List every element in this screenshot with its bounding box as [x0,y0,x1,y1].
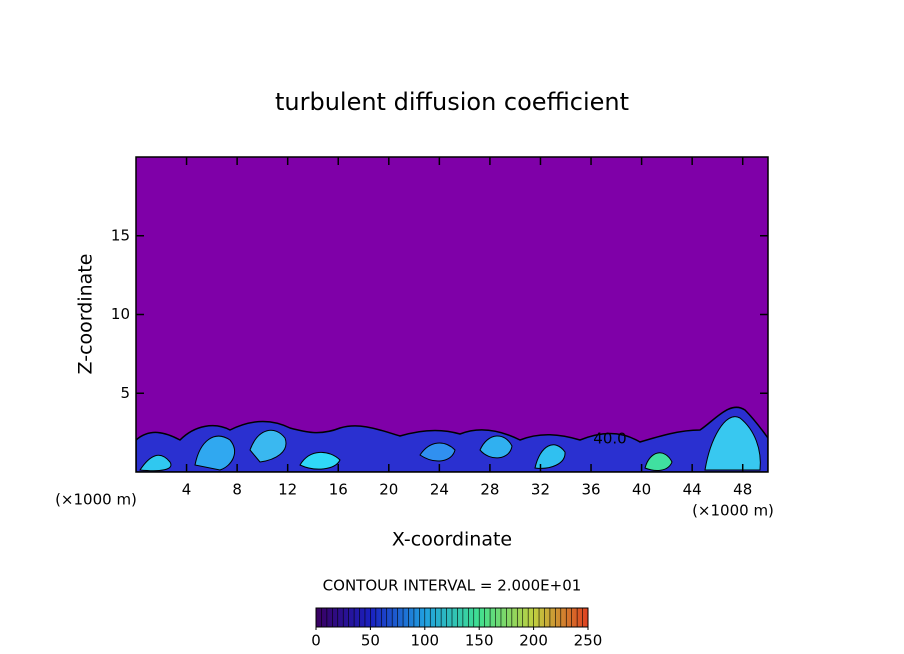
x-tick-label: 40 [632,481,651,499]
field-region [419,442,456,462]
x-tick-label: 8 [232,481,242,499]
field-background [136,157,768,472]
chart-title: turbulent diffusion coefficient [275,88,629,116]
field-region [139,454,172,472]
y-axis-label: Z-coordinate [75,254,97,375]
x-axis-label: X-coordinate [392,529,512,551]
field-region [479,435,513,459]
colorbar-tick-label: 50 [361,632,380,650]
contour-interval: CONTOUR INTERVAL = 2.000E+01 [323,577,582,595]
x-tick-label: 36 [581,481,600,499]
x-tick-label: 4 [182,481,192,499]
contour-label: 40.0 [593,430,626,448]
y-tick-label: 15 [111,226,130,244]
x-tick-label: 44 [683,481,702,499]
colorbar-tick-label: 250 [574,632,603,650]
field-region [136,406,768,472]
y-tick-label: 10 [111,305,130,323]
x-tick-label: 28 [480,481,499,499]
field-region [249,429,287,463]
colorbar-tick-label: 150 [465,632,494,650]
x-tick-label: 48 [733,481,752,499]
field-region [704,416,761,471]
x-tick-label: 24 [430,481,449,499]
field-region [299,451,341,470]
x-tick-label: 20 [379,481,398,499]
x-unit-label: (×1000 m) [55,491,137,509]
colorbar-tick-label: 0 [311,632,321,650]
field-region [534,444,566,469]
y-tick-label: 5 [120,384,130,402]
field-region [194,435,235,471]
field-region [644,452,673,471]
x-unit-label: (×1000 m) [692,502,774,520]
x-tick-label: 12 [278,481,297,499]
colorbar-tick-label: 200 [519,632,548,650]
x-tick-label: 16 [329,481,348,499]
colorbar-tick-label: 100 [410,632,439,650]
turbulent-layer [136,406,768,472]
x-tick-label: 32 [531,481,550,499]
